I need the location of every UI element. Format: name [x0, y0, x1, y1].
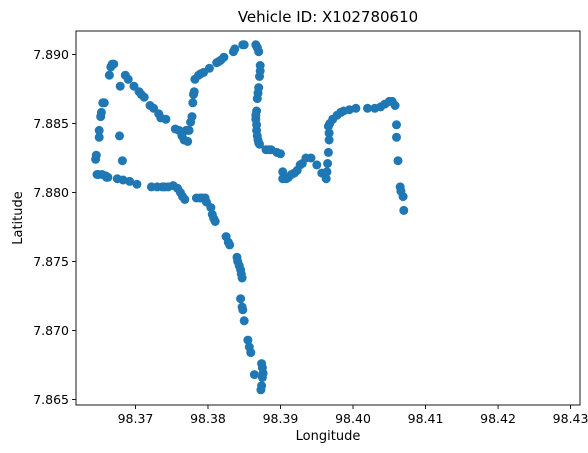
data-point — [230, 44, 240, 54]
data-point — [322, 167, 332, 177]
data-point — [115, 131, 124, 141]
data-point — [239, 40, 249, 50]
y-tick-label: 7.890 — [33, 47, 69, 62]
data-point — [109, 59, 119, 69]
data-point — [183, 136, 193, 146]
data-point — [103, 172, 113, 182]
chart-title: Vehicle ID: X102780610 — [238, 8, 418, 26]
data-point — [390, 101, 400, 110]
y-axis-label: Latitude — [11, 191, 26, 245]
x-tick-label: 98.39 — [263, 411, 299, 426]
data-point — [278, 167, 288, 177]
data-point — [256, 385, 266, 395]
x-axis-label: Longitude — [296, 429, 361, 444]
data-point — [239, 316, 249, 326]
data-point — [219, 52, 229, 62]
data-point — [94, 132, 104, 142]
data-point — [398, 192, 408, 202]
x-tick-label: 98.42 — [480, 411, 516, 426]
data-point — [237, 273, 247, 283]
data-point — [189, 87, 199, 97]
x-tick-label: 98.40 — [335, 411, 371, 426]
data-point — [393, 156, 403, 166]
data-point — [161, 114, 171, 124]
data-point — [184, 125, 194, 135]
data-point — [104, 70, 114, 80]
data-point — [243, 335, 253, 345]
data-point — [324, 128, 334, 138]
data-point — [125, 176, 135, 186]
data-point — [117, 156, 127, 166]
data-point — [312, 160, 322, 170]
data-point — [236, 294, 246, 304]
x-axis-ticks: 98.37 98.38 98.39 98.40 98.41 98.42 98.43 — [118, 405, 588, 426]
x-tick-label: 98.38 — [190, 411, 226, 426]
y-tick-label: 7.885 — [33, 116, 69, 131]
data-point — [206, 203, 216, 213]
y-tick-label: 7.875 — [33, 254, 69, 269]
y-tick-label: 7.865 — [33, 392, 69, 407]
data-point — [252, 94, 262, 104]
data-point — [254, 47, 264, 57]
y-tick-label: 7.880 — [33, 185, 69, 200]
data-point — [351, 103, 361, 113]
y-tick-label: 7.870 — [33, 323, 69, 338]
data-point — [255, 72, 264, 81]
x-tick-label: 98.43 — [553, 411, 588, 426]
data-point — [238, 305, 248, 315]
data-point — [123, 74, 133, 84]
data-point — [321, 174, 331, 184]
data-point — [392, 132, 401, 142]
data-point — [225, 240, 235, 250]
data-point — [246, 348, 256, 358]
data-point — [399, 205, 409, 215]
data-point — [363, 103, 372, 113]
data-point — [210, 217, 220, 226]
data-point — [323, 159, 333, 168]
data-point — [96, 107, 106, 117]
data-point — [91, 150, 101, 160]
data-points — [91, 40, 409, 395]
plot-frame — [75, 30, 581, 406]
data-point — [392, 120, 401, 130]
data-point — [99, 98, 109, 108]
data-point — [204, 63, 214, 73]
data-point — [115, 81, 125, 91]
data-point — [139, 92, 149, 102]
data-point — [255, 139, 264, 149]
data-point — [323, 147, 333, 157]
data-point — [187, 112, 197, 122]
data-point — [249, 370, 259, 380]
data-point — [132, 179, 142, 189]
data-point — [276, 149, 285, 159]
x-tick-label: 98.41 — [408, 411, 444, 426]
data-point — [180, 194, 190, 204]
data-point — [94, 125, 104, 135]
data-point — [324, 135, 334, 145]
data-point — [257, 372, 267, 382]
y-axis-ticks: 7.865 7.870 7.875 7.880 7.885 7.890 — [33, 47, 76, 407]
data-point — [188, 98, 198, 108]
data-point — [306, 153, 316, 163]
x-tick-label: 98.37 — [118, 411, 154, 426]
